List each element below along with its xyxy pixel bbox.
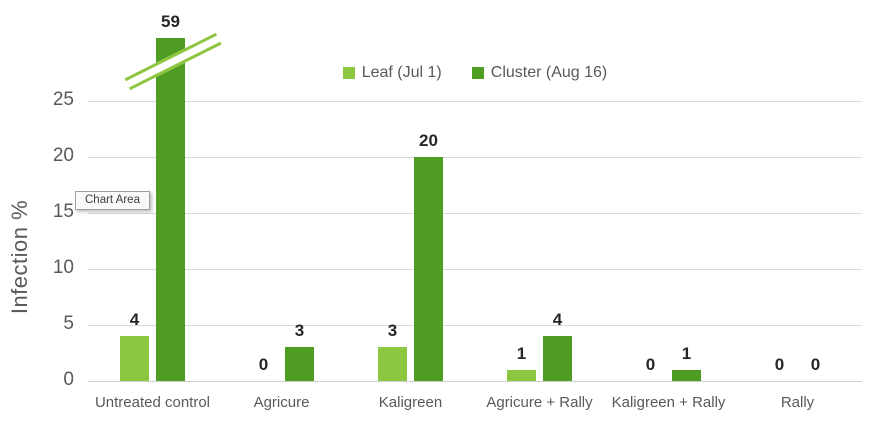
y-tick-label-25: 25 xyxy=(52,89,74,110)
x-category-label-agricure-rally: Agricure + Rally xyxy=(486,394,593,411)
bar-leaf-jul-1-kaligreen[interactable] xyxy=(378,347,407,381)
legend-label-leaf-jul-1: Leaf (Jul 1) xyxy=(361,64,442,81)
x-category-label-kaligreen: Kaligreen xyxy=(378,394,443,411)
x-category-label-rally: Rally xyxy=(780,394,815,411)
data-label-leaf-jul-1-agricure-rally: 1 xyxy=(516,343,527,363)
legend-item-leaf-jul-1[interactable]: Leaf (Jul 1) xyxy=(342,64,442,82)
data-label-cluster-aug-16-kaligreen-rally: 1 xyxy=(681,343,692,363)
legend-swatch-cluster-aug-16 xyxy=(471,67,484,79)
bar-cluster-aug-16-kaligreen-rally[interactable] xyxy=(672,369,701,381)
bar-leaf-jul-1-agricure-rally[interactable] xyxy=(507,369,536,381)
y-tick-label-20: 20 xyxy=(52,145,74,166)
y-tick-label-15: 15 xyxy=(52,201,74,222)
data-label-leaf-jul-1-untreated-control: 4 xyxy=(129,310,140,330)
chart-area-tooltip: Chart Area xyxy=(75,191,150,210)
data-label-cluster-aug-16-untreated-control: 59 xyxy=(161,12,180,31)
data-label-leaf-jul-1-agricure: 0 xyxy=(258,355,269,374)
gridline-15 xyxy=(88,213,862,214)
bar-leaf-jul-1-untreated-control[interactable] xyxy=(120,336,149,381)
gridline-0 xyxy=(88,381,862,382)
legend-label-cluster-aug-16: Cluster (Aug 16) xyxy=(490,64,608,81)
legend[interactable]: Leaf (Jul 1) Cluster (Aug 16) xyxy=(88,62,862,84)
data-label-cluster-aug-16-rally: 0 xyxy=(810,355,821,374)
legend-item-cluster-aug-16[interactable]: Cluster (Aug 16) xyxy=(471,64,608,82)
data-label-leaf-jul-1-kaligreen-rally: 0 xyxy=(645,355,656,374)
gridline-10 xyxy=(88,269,862,270)
y-tick-label-0: 0 xyxy=(63,369,74,390)
bar-cluster-aug-16-untreated-control[interactable] xyxy=(156,38,185,381)
data-label-cluster-aug-16-kaligreen: 20 xyxy=(419,131,438,150)
x-category-label-agricure: Agricure xyxy=(253,394,310,411)
y-tick-label-5: 5 xyxy=(63,313,74,334)
bar-cluster-aug-16-agricure[interactable] xyxy=(285,347,314,381)
gridline-20 xyxy=(88,157,862,158)
data-label-cluster-aug-16-agricure: 3 xyxy=(294,321,305,341)
y-tick-label-10: 10 xyxy=(52,257,74,278)
x-category-label-untreated-control: Untreated control xyxy=(94,394,211,411)
gridline-5 xyxy=(88,325,862,326)
x-category-label-kaligreen-rally: Kaligreen + Rally xyxy=(611,394,726,411)
bar-cluster-aug-16-kaligreen[interactable] xyxy=(414,157,443,381)
gridline-25 xyxy=(88,101,862,102)
data-label-cluster-aug-16-agricure-rally: 4 xyxy=(552,310,563,330)
bar-cluster-aug-16-agricure-rally[interactable] xyxy=(543,336,572,381)
data-label-leaf-jul-1-kaligreen: 3 xyxy=(387,321,398,341)
legend-swatch-leaf-jul-1 xyxy=(342,67,355,79)
data-label-leaf-jul-1-rally: 0 xyxy=(774,355,785,374)
